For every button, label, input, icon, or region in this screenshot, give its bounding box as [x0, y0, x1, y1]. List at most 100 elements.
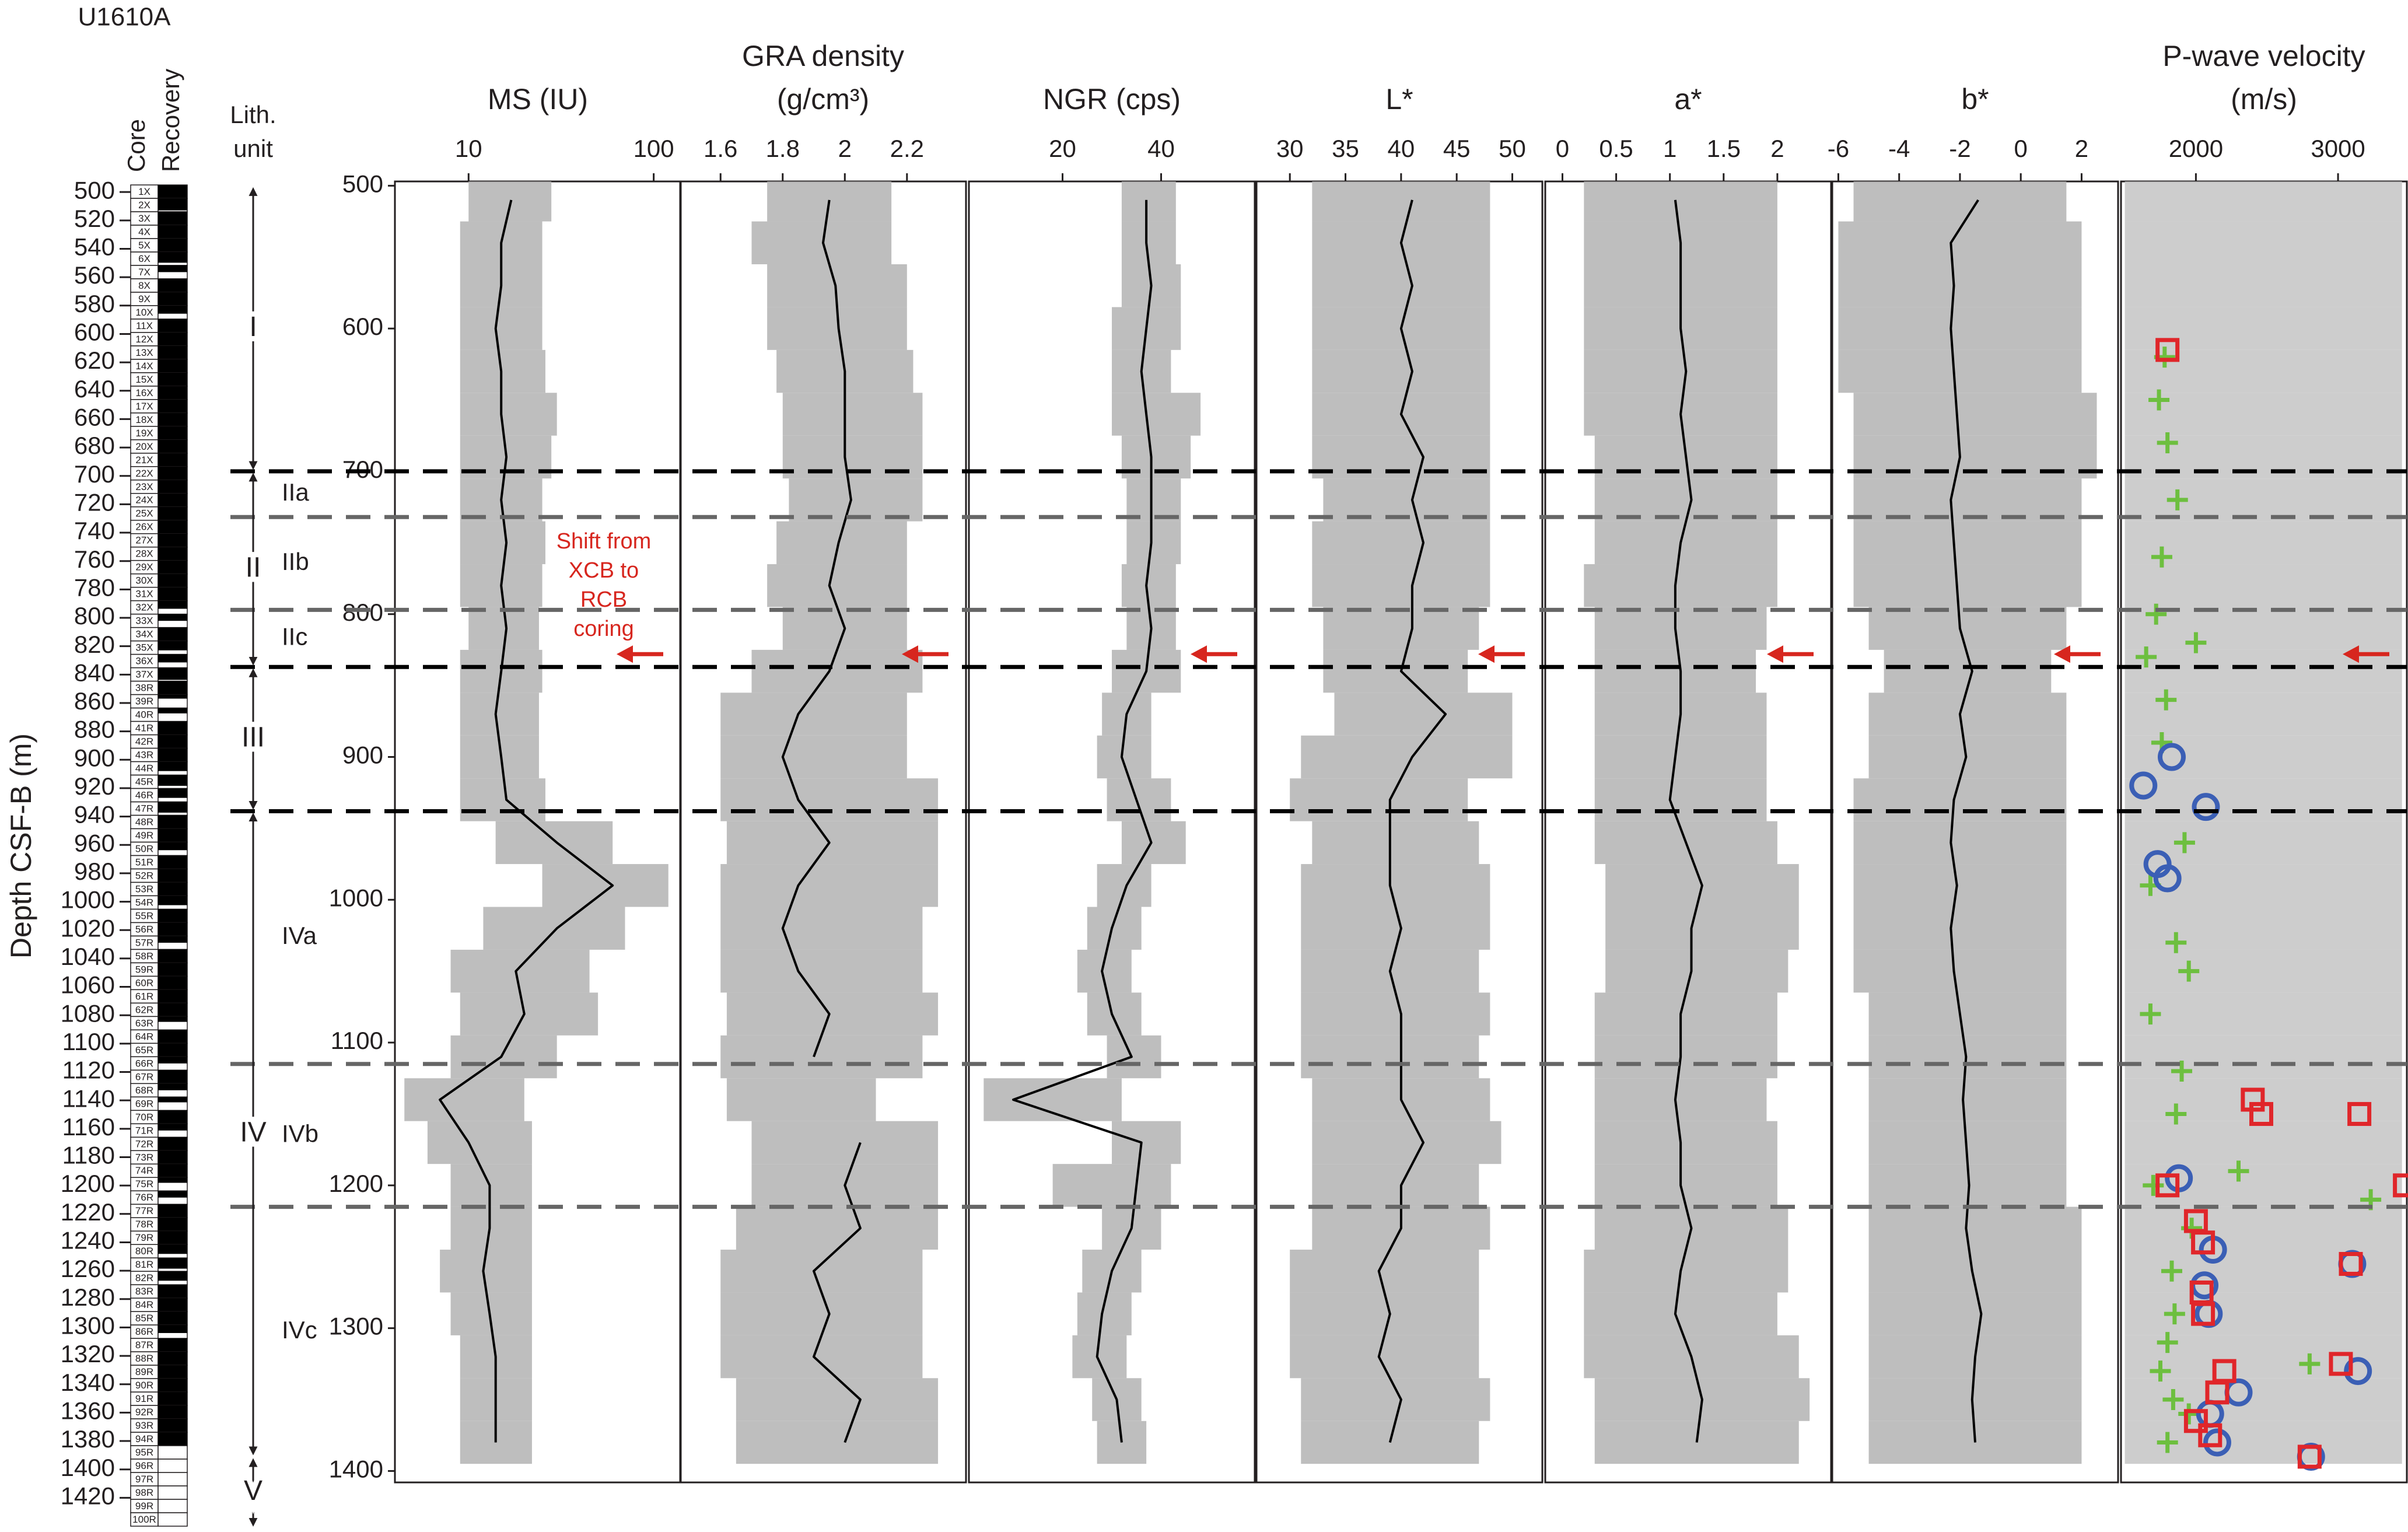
recovery-bar	[158, 587, 187, 601]
recovery-bar	[158, 775, 187, 786]
recovery-bar	[158, 734, 187, 748]
running-mean-line	[1950, 199, 1983, 1443]
recovery-bar	[158, 788, 187, 798]
data-range	[1853, 478, 2082, 522]
depth-tick-label: 1240	[61, 1227, 115, 1254]
core-label: 56R	[135, 924, 153, 935]
panel-title: a*	[1674, 83, 1702, 116]
plus-marker	[2157, 1332, 2178, 1353]
core-label: 81R	[135, 1259, 153, 1270]
recovery-bar	[158, 412, 187, 426]
x-tick-label: 1.6	[704, 135, 737, 162]
panel-title: L*	[1385, 83, 1413, 116]
depth-tick-label: 780	[74, 573, 115, 601]
core-label: 17X	[135, 401, 153, 412]
core-label: 26X	[135, 522, 153, 533]
data-range	[2124, 478, 2402, 522]
core-label: 30X	[135, 575, 153, 586]
data-range	[2124, 221, 2402, 264]
core-label: 88R	[135, 1353, 153, 1364]
recovery-bar	[158, 547, 187, 561]
recovery-bar	[158, 372, 187, 386]
data-range	[2124, 607, 2402, 650]
recovery-bar	[158, 882, 187, 896]
square-marker	[2249, 1101, 2273, 1126]
data-range	[720, 735, 907, 779]
x-tick-label: 2.2	[890, 135, 924, 162]
data-range	[1121, 821, 1186, 865]
data-range	[767, 564, 907, 607]
data-range	[1112, 393, 1201, 436]
recovery-bar	[158, 1338, 187, 1352]
shift-arrow-head	[1767, 645, 1783, 663]
core-label: 7X	[138, 267, 150, 278]
data-range	[1584, 349, 1777, 393]
plus-marker	[2162, 1389, 2184, 1411]
core-label: 85R	[135, 1313, 153, 1324]
recovery-cell	[158, 1499, 188, 1513]
data-range	[1853, 778, 2067, 821]
plus-marker	[2164, 1303, 2185, 1325]
recovery-bar	[158, 305, 187, 314]
data-range	[1594, 478, 1777, 522]
lith-header: unit	[233, 135, 273, 162]
depth-tick-label: 660	[74, 404, 115, 431]
core-label: 40R	[135, 709, 153, 720]
recovery-bar	[158, 922, 187, 936]
core-label: 2X	[138, 200, 150, 211]
recovery-cell	[158, 1445, 188, 1460]
data-range	[2124, 778, 2402, 821]
depth-tick-label: 1320	[61, 1340, 115, 1367]
core-label: 24X	[135, 495, 153, 506]
plus-marker	[2228, 1160, 2249, 1182]
data-range	[1301, 992, 1490, 1036]
core-label: 91R	[135, 1393, 153, 1404]
y-axis-title: Depth CSF-B (m)	[5, 733, 37, 959]
data-range	[1097, 864, 1152, 907]
recovery-bar	[158, 493, 187, 507]
recovery-bar	[158, 439, 187, 453]
core-label: 60R	[135, 977, 153, 988]
core-label: 95R	[135, 1447, 153, 1458]
core-label: 76R	[135, 1192, 153, 1203]
core-label: 57R	[135, 937, 153, 948]
data-range	[720, 949, 923, 993]
core-label: 15X	[135, 374, 153, 385]
data-range	[1087, 907, 1142, 950]
core-label: 53R	[135, 883, 153, 894]
data-range	[1594, 735, 1767, 779]
data-range	[1605, 907, 1799, 950]
x-tick-label: 50	[1499, 135, 1526, 162]
core-label: 90R	[135, 1380, 153, 1391]
panel-title: (m/s)	[2231, 83, 2297, 116]
data-range	[1052, 1164, 1171, 1207]
core-label: 3X	[138, 213, 150, 224]
x-tick-label: -6	[1828, 135, 1849, 162]
recovery-bar	[158, 963, 187, 977]
plus-marker	[2136, 646, 2157, 668]
recovery-bar	[158, 466, 187, 480]
data-range	[2124, 393, 2402, 436]
data-range	[720, 907, 923, 950]
data-range	[1312, 1121, 1502, 1164]
recovery-bar	[158, 641, 187, 650]
square-marker	[2339, 1251, 2363, 1276]
data-range	[1312, 349, 1490, 393]
panel-title: NGR (cps)	[1043, 83, 1181, 116]
core-label: 43R	[135, 750, 153, 761]
depth-tick-label: 760	[74, 545, 115, 573]
data-range	[1323, 478, 1490, 522]
recovery-bar	[158, 909, 187, 923]
depth-tick-label: 620	[74, 347, 115, 374]
recovery-bar	[158, 1191, 187, 1198]
data-range	[1868, 992, 2067, 1036]
depth-tick-label: 1260	[61, 1255, 115, 1282]
core-label: 83R	[135, 1286, 153, 1297]
recovery-bar	[158, 386, 187, 400]
data-range	[1868, 607, 2067, 650]
depth-tick-label: 920	[74, 772, 115, 800]
data-range	[2124, 649, 2402, 693]
data-range	[1594, 1035, 1777, 1079]
x-tick-label: 45	[1443, 135, 1471, 162]
recovery-bar	[158, 855, 187, 869]
